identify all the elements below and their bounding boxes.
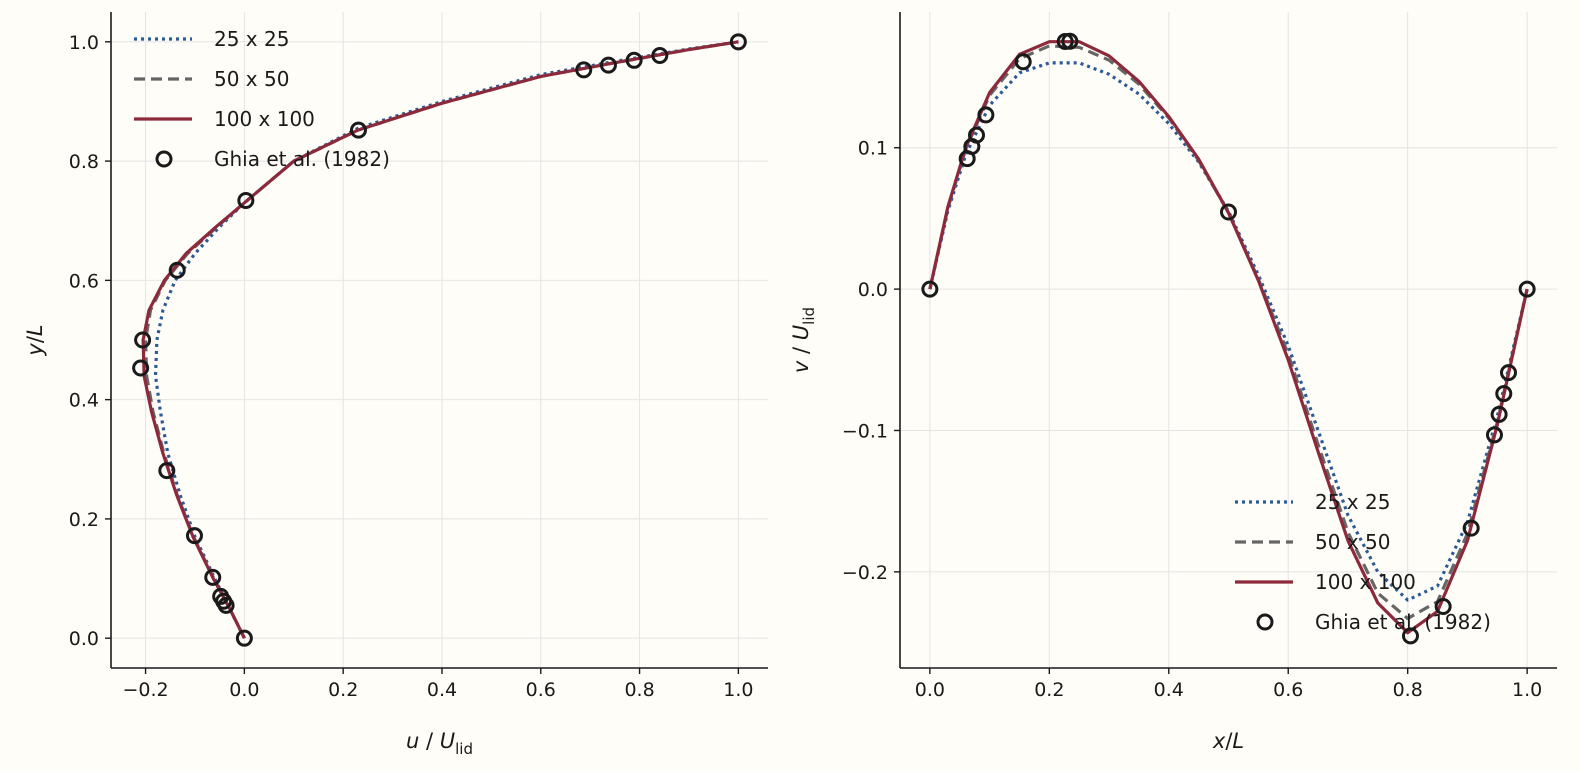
legend-marker — [1256, 613, 1274, 631]
reference-data-point — [1061, 32, 1079, 50]
x-tick-label: 0.6 — [526, 679, 556, 701]
x-tick-label: 0.4 — [1154, 679, 1184, 701]
x-tick-label: 0.0 — [915, 679, 945, 701]
series-line-solid — [928, 40, 1529, 635]
reference-data-point — [968, 126, 986, 144]
y-tick-label: 0.1 — [858, 138, 888, 160]
reference-data-point — [625, 51, 643, 69]
reference-data-point — [1401, 627, 1419, 645]
legend-label: 25 x 25 — [1315, 490, 1390, 514]
y-tick-label: 0.4 — [69, 390, 99, 412]
legend-label: Ghia et al. (1982) — [1315, 610, 1491, 634]
y-tick-label: 0.6 — [69, 270, 99, 292]
reference-data-point — [599, 56, 617, 74]
legend-label: 100 x 100 — [214, 107, 315, 131]
reference-data-point — [168, 261, 186, 279]
y-tick-label: 0.8 — [69, 151, 99, 173]
reference-data-point — [212, 587, 230, 605]
y-axis-label: v / Ulid — [789, 307, 818, 373]
x-axis-label: u / Ulid — [406, 729, 473, 758]
legend-label: Ghia et al. (1982) — [214, 147, 390, 171]
grid — [900, 12, 1557, 668]
reference-data-point — [1434, 598, 1452, 615]
reference-data-point — [158, 462, 176, 480]
reference-data-point — [237, 191, 255, 209]
y-tick-label: −0.2 — [842, 562, 888, 584]
reference-data-point — [132, 359, 150, 377]
y-axis-label: y/L — [23, 324, 47, 356]
y-tick-label: 0.2 — [69, 509, 99, 531]
legend-label: 100 x 100 — [1315, 570, 1416, 594]
reference-data-point — [1495, 385, 1513, 403]
reference-data-markers — [921, 32, 1536, 645]
legend-label: 50 x 50 — [214, 67, 289, 91]
reference-data-point — [1490, 405, 1508, 423]
series-line-solid — [141, 40, 739, 639]
reference-data-point — [921, 280, 939, 298]
y-tick-label: 0.0 — [858, 279, 888, 301]
reference-data-point — [575, 61, 593, 79]
plot-area — [132, 33, 747, 647]
x-tick-label: 0.8 — [624, 679, 654, 701]
plot-area — [921, 32, 1536, 645]
reference-data-point — [977, 106, 995, 124]
reference-data-point — [204, 568, 222, 586]
reference-data-point — [1518, 280, 1536, 298]
legend-label: 25 x 25 — [214, 27, 289, 51]
x-tick-label: 1.0 — [1512, 679, 1542, 701]
v-velocity-profile-panel: 0.0 0.2 0.4 0.6 0.8 1.0 −0.2 −0.1 0.0 0.1 x/L v / U… — [789, 12, 1557, 753]
legend-label: 50 x 50 — [1315, 530, 1390, 554]
reference-data-point — [1220, 203, 1237, 221]
x-tick-label: 0.0 — [229, 679, 259, 701]
reference-data-point — [651, 47, 669, 65]
reference-data-point — [1485, 426, 1503, 444]
reference-data-point — [1500, 364, 1518, 382]
reference-data-point — [349, 121, 367, 139]
legend: 25 x 25 50 x 50 100 x 100 Ghia et al. (1982… — [134, 27, 390, 171]
reference-data-point — [729, 33, 747, 51]
x-tick-label: 0.2 — [1034, 679, 1064, 701]
legend-marker — [155, 150, 173, 168]
u-velocity-profile-panel: −0.2 0.0 0.2 0.4 0.6 0.8 1.0 0.0 0.2 0.4 0.6 0.8 1.0… — [23, 12, 768, 758]
x-tick-label: 1.0 — [723, 679, 753, 701]
y-tick-label: −0.1 — [842, 420, 888, 442]
x-tick-label: 0.4 — [427, 679, 457, 701]
reference-data-markers — [132, 33, 747, 647]
x-tick-label: 0.2 — [328, 679, 358, 701]
legend: 25 x 25 50 x 50 100 x 100 Ghia et al. (1982… — [1235, 490, 1491, 634]
x-tick-label: −0.2 — [123, 679, 169, 701]
reference-data-point — [235, 629, 253, 647]
y-tick-label: 0.0 — [69, 628, 99, 650]
reference-data-point — [185, 527, 203, 545]
x-tick-label: 0.6 — [1273, 679, 1303, 701]
x-tick-label: 0.8 — [1393, 679, 1423, 701]
reference-data-point — [1014, 53, 1032, 71]
reference-data-point — [134, 331, 152, 349]
grid — [111, 12, 768, 668]
series-line-dotted — [153, 40, 739, 639]
x-axis-label: x/L — [1212, 729, 1244, 753]
y-tick-label: 1.0 — [69, 32, 99, 54]
reference-data-point — [1462, 519, 1480, 537]
